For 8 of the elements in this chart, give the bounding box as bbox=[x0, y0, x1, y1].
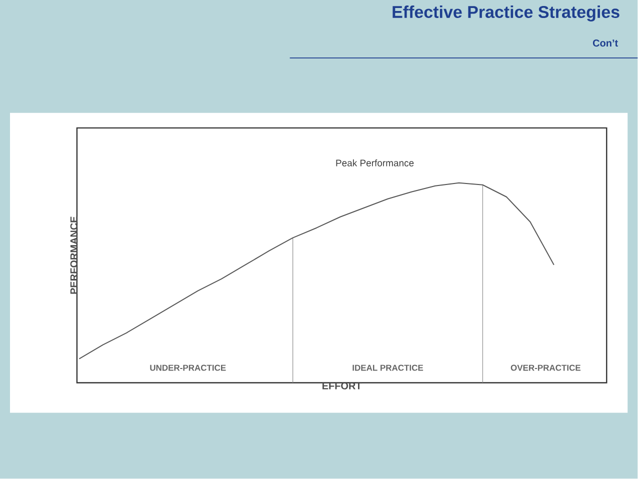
annotation: OVER-PRACTICE bbox=[510, 364, 580, 371]
chart-title: Effective Practice Strategies bbox=[392, 6, 620, 22]
annotation: IDEAL PRACTICE bbox=[352, 364, 424, 371]
y-axis-title: PERFORMANCE bbox=[70, 216, 78, 294]
annotation: UNDER-PRACTICE bbox=[150, 364, 226, 371]
text: Con’t bbox=[592, 40, 618, 47]
text: Peak Performance bbox=[336, 160, 414, 167]
x-axis-title: EFFORT bbox=[322, 382, 362, 390]
